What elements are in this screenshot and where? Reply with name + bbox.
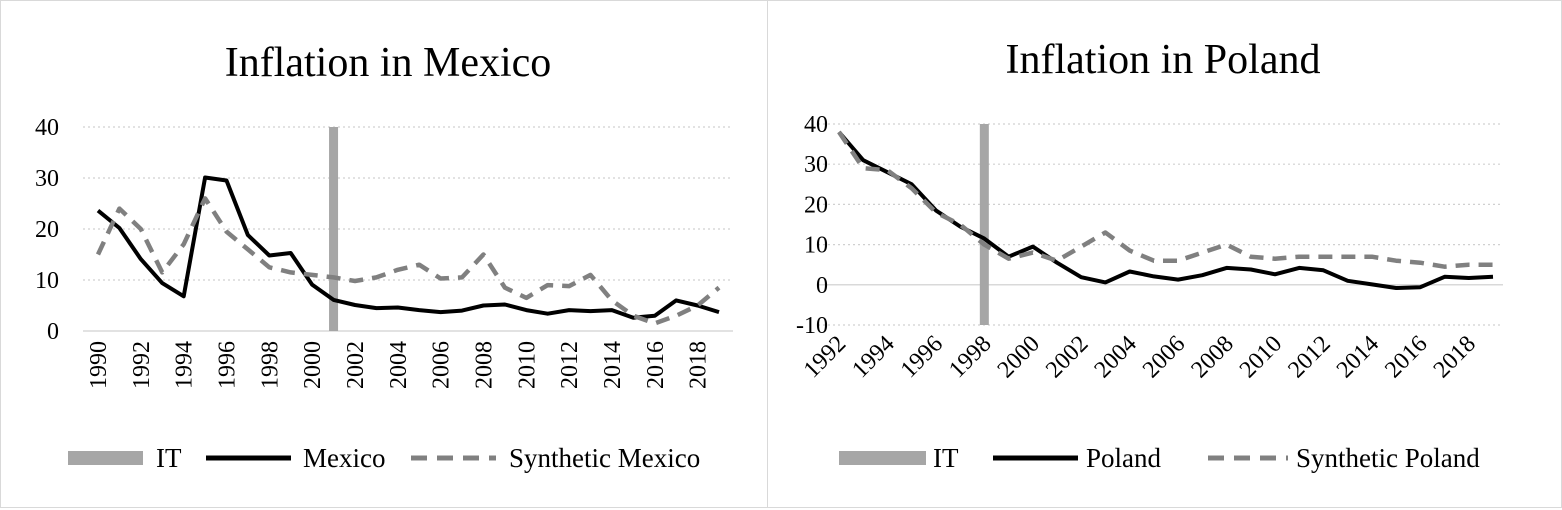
y-tick-label: 30	[35, 166, 59, 192]
x-tick-label: 2010	[1235, 331, 1287, 383]
y-tick-label: -10	[796, 313, 828, 339]
legend: IT Mexico Synthetic Mexico	[68, 443, 700, 473]
legend-label-it: IT	[156, 443, 182, 473]
legend-label-synthetic-poland: Synthetic Poland	[1296, 443, 1480, 473]
legend-label-poland: Poland	[1086, 443, 1162, 473]
y-tick-label: 0	[47, 319, 59, 345]
x-tick-label: 1996	[896, 331, 948, 383]
x-tick-label: 1994	[847, 331, 899, 383]
y-tick-label: 20	[804, 192, 828, 218]
legend: IT Poland Synthetic Poland	[839, 443, 1480, 473]
series-line-poland	[837, 130, 1494, 290]
x-tick-label: 2016	[1380, 331, 1432, 383]
x-tick-label: 1994	[172, 341, 198, 389]
x-tick-label: 2018	[1429, 331, 1481, 383]
y-tick-label: 20	[35, 217, 59, 243]
y-tick-label: 40	[35, 115, 59, 141]
x-tick-label: 1998	[944, 331, 996, 383]
x-tick-label: 2014	[1332, 331, 1384, 383]
series-line-mexico	[96, 175, 720, 320]
x-tick-label: 2006	[1138, 331, 1190, 383]
chart-panel-mexico: Inflation in Mexico 0 10 20 30 40 1990 1992 19…	[0, 0, 768, 508]
x-tick-label: 2018	[686, 341, 712, 389]
x-tick-label: 1992	[129, 341, 155, 389]
y-tick-label: 40	[804, 112, 828, 138]
y-tick-label: 30	[804, 152, 828, 178]
x-tick-label: 2006	[429, 341, 455, 389]
x-tick-label: 1996	[214, 341, 240, 389]
chart-title: Inflation in Mexico	[225, 40, 552, 86]
x-tick-label: 2012	[1283, 331, 1335, 383]
x-tick-label: 2002	[1041, 331, 1093, 383]
x-tick-label: 1990	[86, 341, 112, 389]
x-tick-label: 1998	[257, 341, 283, 389]
x-tick-label: 2000	[300, 341, 326, 389]
legend-label-it: IT	[933, 443, 959, 473]
x-tick-label: 2008	[1186, 331, 1238, 383]
x-tick-label: 2016	[643, 341, 669, 389]
y-tick-label: 10	[804, 233, 828, 259]
chart-title: Inflation in Poland	[1006, 37, 1321, 83]
x-tick-label: 2004	[386, 341, 412, 389]
chart-mexico-svg: Inflation in Mexico 0 10 20 30 40 1990 1992 19…	[35, 40, 733, 473]
y-tick-label: 0	[816, 273, 828, 299]
y-tick-label: 10	[35, 268, 59, 294]
x-tick-label: 2012	[557, 341, 583, 389]
x-tick-label: 2008	[471, 341, 497, 389]
legend-label-synthetic-mexico: Synthetic Mexico	[509, 443, 700, 473]
chart-panel-poland: Inflation in Poland -10 0 10 20 30 40 1992 199…	[767, 0, 1562, 508]
legend-label-mexico: Mexico	[303, 443, 385, 473]
series-line-synthetic-poland	[837, 130, 1493, 269]
x-tick-label: 2014	[600, 341, 626, 389]
x-tick-label: 2000	[993, 331, 1045, 383]
x-tick-label: 2004	[1090, 331, 1142, 383]
x-tick-label: 2010	[514, 341, 540, 389]
x-tick-label: 2002	[343, 341, 369, 389]
